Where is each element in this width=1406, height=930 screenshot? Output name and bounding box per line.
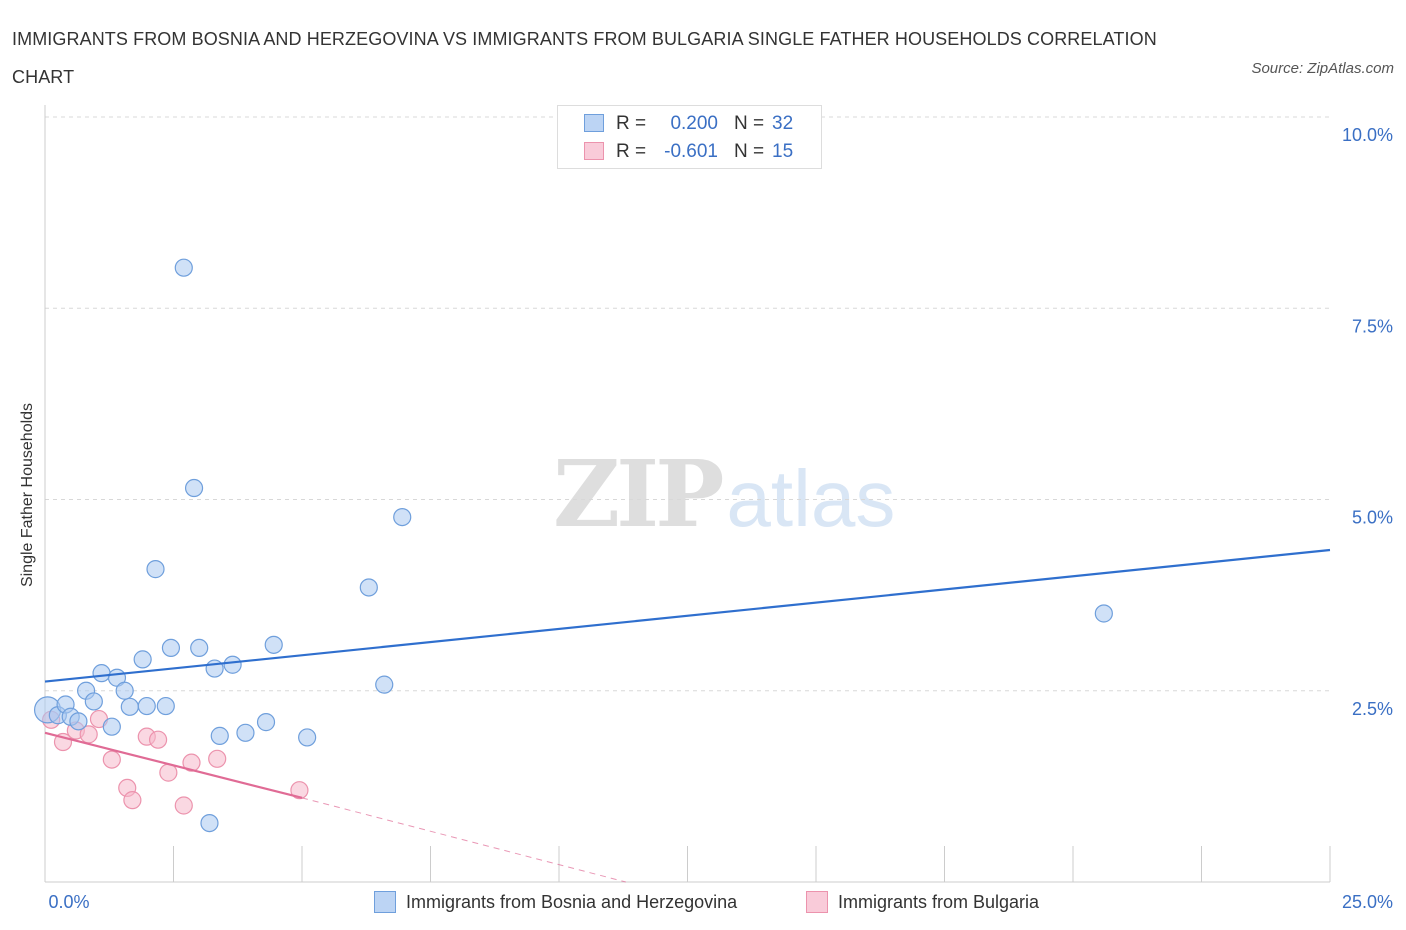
bosnia-point [393, 507, 412, 527]
bosnia-point [298, 728, 317, 747]
chart-title: IMMIGRANTS FROM BOSNIA AND HERZEGOVINA V… [12, 29, 1157, 87]
bosnia-point [256, 713, 276, 732]
x-tick-label: 0.0% [48, 892, 89, 912]
n-value: 15 [772, 141, 794, 162]
bulgaria-trend-line [44, 731, 303, 799]
bosnia-point [146, 560, 165, 579]
bulgaria-point [102, 750, 121, 769]
bosnia-point [137, 696, 156, 716]
r-label: R = [616, 141, 647, 162]
bosnia-trend-line [44, 548, 1331, 683]
y-tick-label: 2.5% [1352, 699, 1393, 719]
bulgaria-point [123, 791, 142, 810]
y-tick-label: 5.0% [1352, 508, 1393, 528]
bosnia-point [84, 692, 103, 711]
bosnia-point [174, 258, 193, 277]
bosnia-point [200, 813, 219, 833]
bosnia-point [184, 478, 204, 498]
bosnia-point [210, 726, 229, 745]
bosnia-point [236, 723, 255, 742]
y-tick-label: 7.5% [1352, 316, 1393, 336]
bosnia-point [264, 635, 283, 654]
bulgaria-point [290, 781, 309, 800]
bosnia-swatch [584, 114, 604, 132]
bulgaria-point [174, 796, 193, 815]
bulgaria-legend-swatch [806, 891, 828, 913]
stats-legend: R = 0.200 N = 32 R = -0.601 N = 15 [557, 105, 822, 169]
bosnia-legend-swatch [374, 891, 396, 913]
r-value: -0.601 [664, 141, 718, 162]
bosnia-point [156, 696, 175, 716]
n-value: 32 [772, 113, 794, 134]
n-label: N = [734, 113, 765, 134]
x-tick-label: 25.0% [1342, 892, 1393, 912]
bosnia-legend-label: Immigrants from Bosnia and Herzegovina [406, 892, 738, 912]
r-label: R = [616, 113, 647, 134]
bosnia-point [115, 681, 134, 700]
y-tick-label: 10.0% [1342, 125, 1393, 145]
bosnia-point [92, 664, 111, 683]
bosnia-point [375, 675, 394, 694]
stats-row-bulgaria: R = -0.601 N = 15 [558, 138, 821, 166]
stats-row-bosnia: R = 0.200 N = 32 [558, 110, 821, 138]
bosnia-point [69, 712, 88, 731]
bosnia-point [102, 717, 121, 736]
bulgaria-legend-label: Immigrants from Bulgaria [838, 892, 1040, 912]
bosnia-point [1094, 604, 1113, 623]
source-label: Source: ZipAtlas.com [1251, 60, 1394, 77]
bosnia-point [161, 638, 181, 658]
n-label: N = [734, 141, 765, 162]
r-value: 0.200 [670, 113, 718, 134]
bulgaria-point [208, 749, 227, 768]
bosnia-point [133, 650, 152, 669]
bosnia-point [190, 638, 209, 658]
bosnia-point [359, 578, 378, 597]
bulgaria-trend-extension [301, 797, 626, 883]
bosnia-point [120, 697, 139, 716]
bulgaria-swatch [584, 142, 604, 160]
bulgaria-point [148, 730, 168, 749]
bulgaria-point [182, 753, 201, 772]
bosnia-point [223, 655, 242, 674]
